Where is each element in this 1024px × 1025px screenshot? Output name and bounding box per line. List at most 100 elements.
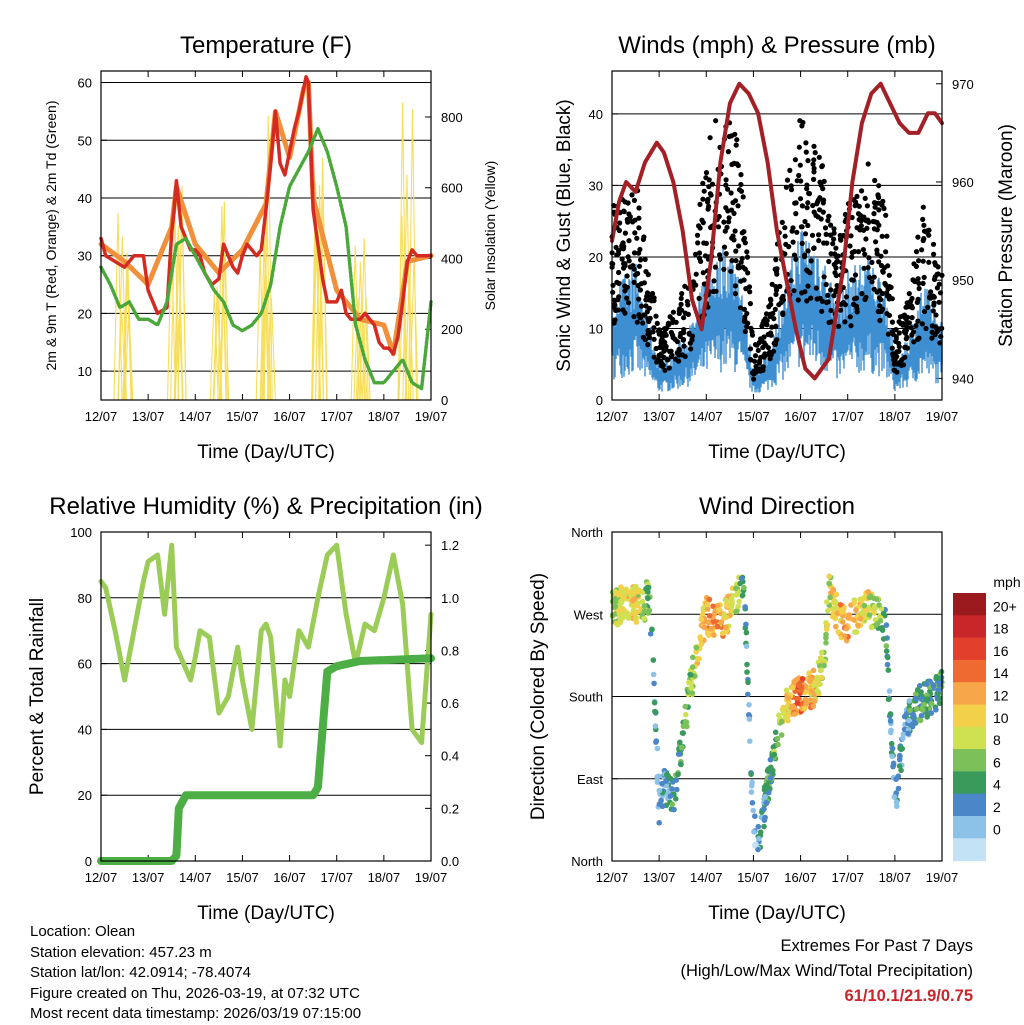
colorbar-swatch: [953, 682, 986, 706]
gust-point: [637, 287, 644, 293]
direction-point: [678, 761, 684, 768]
y-tick-label: 10: [78, 364, 92, 379]
x-tick-label: 15/07: [226, 870, 259, 885]
gust-point: [732, 291, 739, 297]
gust-point: [865, 161, 871, 167]
gust-point: [761, 334, 767, 340]
gust-point: [712, 264, 719, 270]
direction-point: [744, 661, 750, 668]
y-tick-label: 40: [78, 191, 92, 206]
gust-point: [761, 340, 767, 346]
gust-point: [913, 249, 920, 255]
gust-point: [808, 258, 814, 264]
gust-point: [696, 223, 702, 229]
gust-point: [636, 263, 643, 269]
x-tick-label: 12/07: [596, 409, 629, 424]
gust-point: [686, 331, 692, 337]
gust-point: [738, 259, 744, 265]
direction-point: [936, 700, 943, 707]
gust-point: [782, 233, 788, 239]
gust-point: [793, 200, 799, 206]
gust-point: [859, 291, 865, 297]
colorbar-label: 14: [993, 665, 1009, 681]
gust-point: [780, 293, 786, 299]
gust-point: [890, 329, 896, 335]
gust-point: [828, 251, 834, 257]
direction-point: [688, 672, 694, 678]
gust-point: [699, 217, 705, 223]
gust-point: [799, 240, 805, 246]
gust-point: [899, 357, 905, 363]
colorbar-swatch: [953, 637, 986, 661]
gust-point: [728, 133, 735, 139]
gust-point: [842, 302, 849, 308]
gust-point: [933, 312, 939, 318]
direction-point: [880, 636, 887, 642]
gust-point: [707, 135, 713, 141]
gust-point: [770, 310, 776, 317]
gust-point: [696, 250, 703, 256]
gust-point: [744, 254, 751, 260]
direction-point: [654, 745, 661, 752]
gust-point: [938, 333, 944, 340]
gust-point: [871, 211, 877, 217]
direction-point: [887, 711, 894, 717]
elevation-text: Station elevation: 457.23 m: [30, 943, 212, 961]
gust-point: [735, 265, 741, 271]
x-tick-label: 17/07: [320, 409, 353, 424]
gust-point: [636, 215, 642, 221]
gust-point: [824, 299, 830, 306]
gust-point: [916, 258, 922, 264]
gust-point: [723, 251, 729, 257]
direction-point: [739, 592, 746, 598]
direction-point: [888, 729, 894, 736]
gust-point: [783, 184, 790, 190]
gust-point: [906, 291, 912, 297]
direction-point: [799, 676, 806, 682]
extremes-title: Extremes For Past 7 Days: [780, 937, 973, 955]
gust-point: [919, 321, 925, 327]
direction-point: [823, 640, 829, 646]
y2-tick-label: 970: [952, 77, 974, 92]
gust-point: [766, 304, 772, 310]
gust-point: [804, 298, 810, 304]
gust-point: [783, 241, 789, 247]
gust-point: [872, 204, 878, 210]
direction-point: [780, 704, 786, 711]
gust-point: [805, 283, 811, 289]
gust-point: [669, 352, 675, 358]
direction-point: [861, 602, 868, 609]
gust-point: [793, 256, 799, 262]
gust-point: [706, 203, 712, 210]
gust-point: [723, 182, 729, 188]
gust-point: [921, 274, 927, 280]
gust-point: [893, 338, 899, 344]
gust-point: [662, 367, 668, 373]
gust-point: [773, 291, 779, 297]
gust-point: [820, 209, 826, 215]
gust-point: [848, 323, 854, 329]
gust-point: [640, 320, 646, 326]
gust-point: [687, 340, 693, 346]
gust-point: [928, 289, 934, 295]
x-axis-label: Time (Day/UTC): [197, 442, 335, 463]
gust-point: [916, 285, 922, 292]
x-tick-label: 15/07: [737, 870, 770, 885]
gust-point: [915, 318, 921, 324]
colorbar-label: 2: [993, 799, 1001, 815]
gust-point: [651, 336, 657, 342]
gust-point: [638, 303, 645, 309]
direction-point: [851, 617, 857, 623]
direction-point: [808, 688, 815, 694]
direction-point: [614, 621, 621, 628]
gust-point: [885, 331, 892, 337]
direction-point: [736, 598, 742, 605]
gust-point: [774, 271, 780, 277]
direction-point: [639, 598, 646, 605]
gust-point: [883, 212, 889, 218]
gust-point: [732, 228, 738, 234]
direction-point: [761, 784, 768, 790]
gust-point: [763, 311, 770, 317]
colorbar-label: 16: [993, 643, 1009, 659]
direction-point: [679, 730, 686, 736]
